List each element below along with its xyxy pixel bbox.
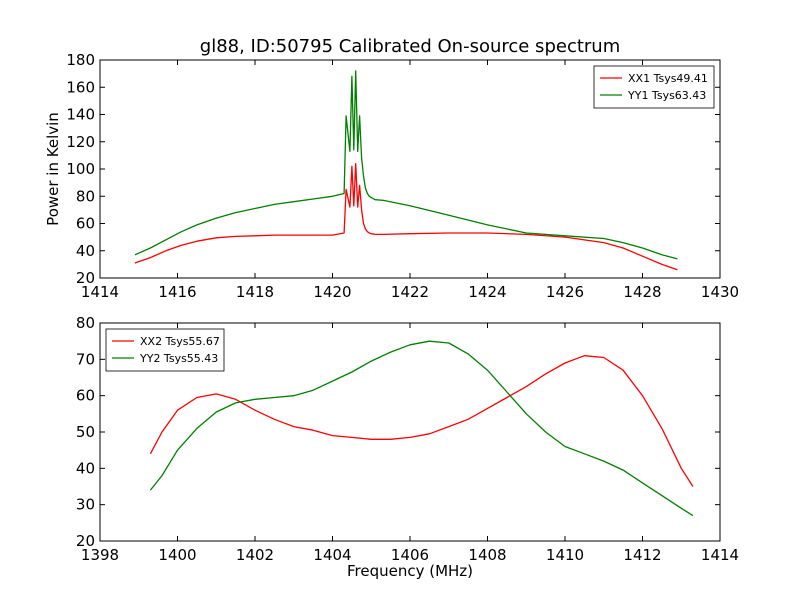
x-tick-label: 1402 [236,546,274,564]
y-tick-label: 80 [76,314,95,332]
legend-label: YY2 Tsys55.43 [139,352,218,365]
bottom-xlabel: Frequency (MHz) [347,562,473,580]
x-tick-label: 1430 [701,283,739,301]
x-tick-label: 1408 [468,546,506,564]
series-line-green-1-1 [149,340,694,517]
y-tick-label: 50 [76,423,95,441]
y-tick-label: 140 [66,106,95,124]
x-tick-label: 1422 [391,283,429,301]
legend-label: YY1 Tsys63.43 [627,89,706,102]
x-tick-label: 1424 [468,283,506,301]
x-tick-label: 1414 [81,283,119,301]
top-panel: 1414 1416 1418 1420 1422 1424 1426 1428 1430 20 40… [66,51,739,301]
y-tick-label: 20 [76,269,95,287]
x-tick-label: 1398 [81,546,119,564]
x-tick-label: 1414 [701,546,739,564]
x-tick-label: 1410 [546,546,584,564]
x-tick-label: 1400 [158,546,196,564]
series-line-red-0-0 [134,162,678,271]
legend-label: XX2 Tsys55.67 [140,335,220,348]
y-tick-label: 160 [66,78,95,96]
y-tick-label: 40 [76,242,95,260]
bottom-panel: 1398 1400 1402 1404 1406 1408 1410 1412 1414 20 30… [76,314,739,564]
series-line-red-1-0 [149,355,694,487]
legend-label: XX1 Tsys49.41 [628,72,708,85]
y-tick-label: 60 [76,215,95,233]
x-tick-label: 1426 [546,283,584,301]
x-tick-label: 1412 [623,546,661,564]
legend-box-0 [593,65,715,109]
x-tick-label: 1418 [236,283,274,301]
series-line-green-0-1 [134,70,678,260]
x-tick-label: 1420 [313,283,351,301]
y-tick-label: 100 [66,160,95,178]
x-tick-label: 1406 [391,546,429,564]
x-tick-label: 1416 [158,283,196,301]
y-tick-label: 80 [76,187,95,205]
y-tick-label: 20 [76,532,95,550]
x-tick-label: 1428 [623,283,661,301]
y-tick-label: 120 [66,133,95,151]
y-tick-label: 70 [76,350,95,368]
y-tick-label: 40 [76,459,95,477]
figure-title: gl88, ID:50795 Calibrated On-source spec… [200,36,620,57]
y-tick-label: 180 [66,51,95,69]
top-ylabel: Power in Kelvin [44,112,62,226]
y-tick-label: 60 [76,387,95,405]
x-tick-label: 1404 [313,546,351,564]
y-tick-label: 30 [76,496,95,514]
legend-box-1 [105,328,225,372]
